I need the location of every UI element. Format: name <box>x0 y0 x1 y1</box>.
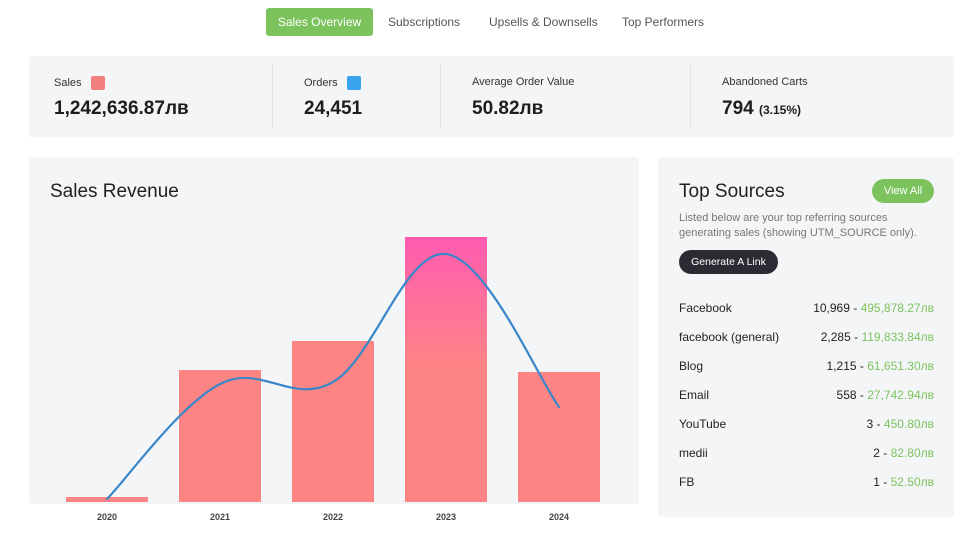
source-name: YouTube <box>679 417 727 431</box>
source-amount: 119,833.84лв <box>861 330 934 344</box>
source-row: FB 1 - 52.50лв <box>679 475 934 493</box>
source-count: 2 <box>873 446 880 460</box>
sales-revenue-panel: Sales Revenue 2020 2021 2022 2023 2024 <box>29 157 639 522</box>
source-amount: 82.80лв <box>890 446 934 460</box>
stat-abandoned-label: Abandoned Carts <box>722 76 808 88</box>
stat-divider <box>272 65 273 128</box>
stat-aov-value: 50.82лв <box>472 98 544 119</box>
sales-revenue-chart: 2020 2021 2022 2023 2024 <box>66 237 600 522</box>
top-sources-panel: Top Sources View All Listed below are yo… <box>658 157 954 517</box>
stat-abandoned-value: 794 <box>722 98 754 119</box>
source-amount: 61,651.30лв <box>867 359 934 373</box>
orders-color-swatch <box>346 76 361 90</box>
source-separator: - <box>850 330 862 344</box>
source-name: Blog <box>679 359 704 373</box>
source-count: 558 <box>836 388 857 402</box>
source-separator: - <box>879 475 891 489</box>
source-name: facebook (general) <box>679 330 780 344</box>
source-row: medii 2 - 82.80лв <box>679 446 934 464</box>
source-count: 10,969 <box>813 301 850 315</box>
source-row: Blog 1,215 - 61,651.30лв <box>679 359 934 377</box>
stat-sales-value: 1,242,636.87лв <box>54 98 189 119</box>
stat-divider <box>690 65 691 128</box>
tab-upsells-downsells[interactable]: Upsells & Downsells <box>489 15 598 29</box>
tab-sales-overview[interactable]: Sales Overview <box>266 8 373 36</box>
source-amount: 495,878.27лв <box>860 301 934 315</box>
x-tick-label: 2024 <box>549 512 569 522</box>
source-name: medii <box>679 446 708 460</box>
generate-link-button[interactable]: Generate A Link <box>679 250 778 274</box>
stat-sales-label: Sales <box>54 77 82 89</box>
stat-orders-label: Orders <box>304 77 338 89</box>
source-separator: - <box>873 417 884 431</box>
source-row: Email 558 - 27,742.94лв <box>679 388 934 406</box>
source-amount: 27,742.94лв <box>867 388 934 402</box>
source-name: Facebook <box>679 301 732 315</box>
stat-divider <box>440 65 441 128</box>
x-tick-label: 2023 <box>436 512 456 522</box>
source-count: 2,285 <box>820 330 851 344</box>
source-row: YouTube 3 - 450.80лв <box>679 417 934 435</box>
source-amount: 52.50лв <box>890 475 934 489</box>
x-tick-label: 2020 <box>97 512 117 522</box>
report-tabs: Sales Overview Subscriptions Upsells & D… <box>0 8 980 36</box>
stat-abandoned-percent: (3.15%) <box>758 103 802 117</box>
source-separator: - <box>849 301 861 315</box>
top-sources-title: Top Sources <box>679 181 785 202</box>
source-row: Facebook 10,969 - 495,878.27лв <box>679 301 934 319</box>
sales-revenue-title: Sales Revenue <box>50 181 179 202</box>
source-separator: - <box>856 359 868 373</box>
revenue-trend-line <box>105 252 561 501</box>
source-amount: 450.80лв <box>883 417 934 431</box>
source-separator: - <box>879 446 891 460</box>
stat-orders-value: 24,451 <box>304 98 363 119</box>
source-name: FB <box>679 475 695 489</box>
source-name: Email <box>679 388 710 402</box>
source-count: 3 <box>866 417 874 431</box>
revenue-bar-2021[interactable] <box>179 370 261 502</box>
top-sources-description: Listed below are your top referring sour… <box>679 212 917 239</box>
x-tick-label: 2021 <box>210 512 230 522</box>
source-row: facebook (general) 2,285 - 119,833.84лв <box>679 330 934 348</box>
sales-color-swatch <box>90 76 105 90</box>
tab-subscriptions[interactable]: Subscriptions <box>388 15 461 29</box>
source-count: 1 <box>873 475 880 489</box>
revenue-bar-2023[interactable] <box>405 237 487 502</box>
source-separator: - <box>856 388 868 402</box>
x-tick-label: 2022 <box>323 512 343 522</box>
stats-bar: Sales 1,242,636.87лв Orders 24,451 Avera… <box>29 56 954 137</box>
stat-aov-label: Average Order Value <box>472 76 575 88</box>
revenue-bar-2022[interactable] <box>292 341 374 502</box>
revenue-bar-2024[interactable] <box>518 372 600 502</box>
source-count: 1,215 <box>826 359 857 373</box>
view-all-button[interactable]: View All <box>872 179 934 203</box>
tab-top-performers[interactable]: Top Performers <box>622 15 705 29</box>
